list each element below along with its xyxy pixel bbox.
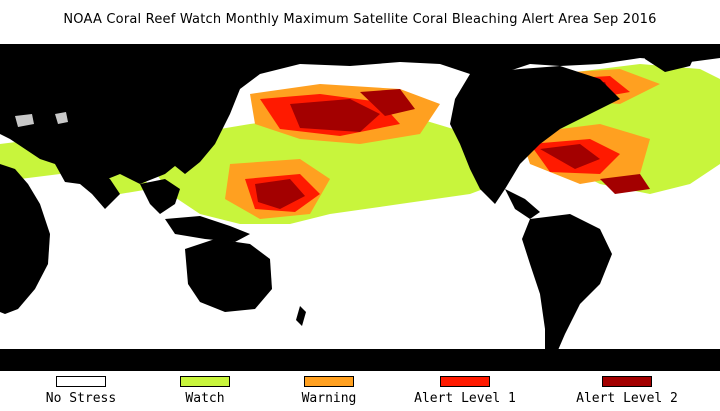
legend-label-alert-level-2: Alert Level 2 [576,391,678,406]
central-america-landmass [505,189,540,219]
greenland-landmass [640,44,700,72]
southeast-asia-landmass [140,179,180,214]
legend-alert-level-1: Alert Level 1 [410,376,520,406]
map-title: NOAA Coral Reef Watch Monthly Maximum Sa… [63,12,657,27]
new-zealand-landmass [296,306,306,326]
legend-label-alert-level-1: Alert Level 1 [414,391,516,406]
north-america-landmass [450,66,620,204]
legend-swatch-alert-level-1 [440,376,490,387]
north-asia-landmass [0,44,720,184]
legend-no-stress: No Stress [26,376,136,406]
indonesia-landmass [165,216,250,242]
antarctica-landmass [0,349,720,371]
bleaching-alert-map [0,44,720,371]
legend-swatch-alert-level-2 [602,376,652,387]
legend-swatch-warning [304,376,354,387]
legend-alert-level-2: Alert Level 2 [572,376,682,406]
landmasses [0,44,720,371]
alert-level-2-zones [255,82,650,209]
legend-label-no-stress: No Stress [45,391,117,406]
europe-africa-landmass [0,164,50,314]
australia-landmass [185,239,272,312]
south-america-landmass [522,214,612,364]
legend-watch: Watch [150,376,260,406]
no-data-zones [15,112,68,127]
legend-warning: Warning [274,376,384,406]
legend-label-warning: Warning [301,391,357,406]
legend-swatch-no-stress [56,376,106,387]
legend-swatch-watch [180,376,230,387]
arabia-india-landmass [55,164,120,209]
legend-label-watch: Watch [185,391,225,406]
